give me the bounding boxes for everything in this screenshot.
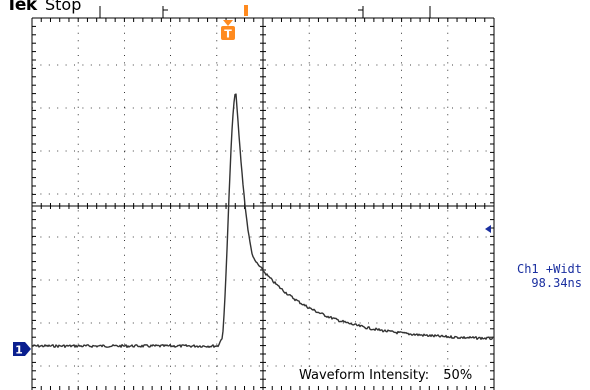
intensity-value: 50% — [443, 368, 473, 383]
waveform-intensity-readout: Waveform Intensity: 50% — [296, 368, 476, 383]
channel-1-marker[interactable]: 1 — [13, 342, 31, 357]
acquisition-status: Stop — [45, 0, 82, 14]
waveform-trace — [31, 93, 495, 348]
channel-1-marker-label: 1 — [15, 344, 23, 357]
measurement-value: 98.34ns — [531, 276, 582, 290]
trigger-marker-label: T — [224, 28, 232, 41]
measurement-label: Ch1 +Widt — [516, 262, 582, 276]
brand-logo: Tek — [6, 0, 37, 15]
trigger-position-marker[interactable] — [244, 5, 248, 16]
graticule-grid — [31, 6, 495, 390]
trigger-marker[interactable]: T — [221, 20, 235, 41]
reference-level-arrow[interactable] — [485, 225, 491, 233]
intensity-label: Waveform Intensity: — [299, 368, 430, 383]
measurement-readout: Ch1 +Widt 98.34ns — [517, 262, 582, 290]
